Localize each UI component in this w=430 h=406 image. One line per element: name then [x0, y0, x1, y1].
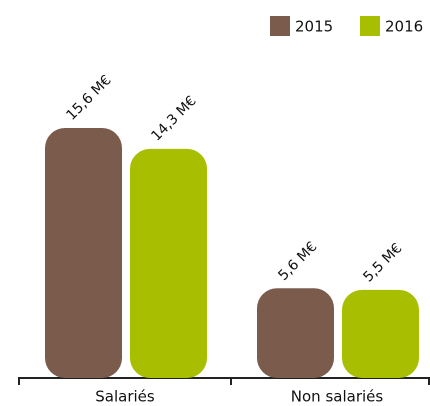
x-tick-label: Non salariés: [291, 388, 384, 406]
x-tick-label: Salariés: [95, 388, 155, 406]
data-label: 5,6 M€: [275, 239, 320, 284]
legend-label: 2016: [385, 18, 423, 36]
data-label: 15,6 M€: [63, 72, 114, 123]
bar: [130, 148, 207, 378]
legend-swatch: [360, 16, 380, 36]
bar: [342, 289, 419, 378]
legend-swatch: [270, 16, 290, 36]
data-label: 14,3 M€: [148, 93, 199, 144]
data-label: 5,5 M€: [360, 240, 405, 285]
legend-label: 2015: [295, 18, 333, 36]
bar: [257, 288, 334, 378]
bar: [45, 128, 122, 378]
